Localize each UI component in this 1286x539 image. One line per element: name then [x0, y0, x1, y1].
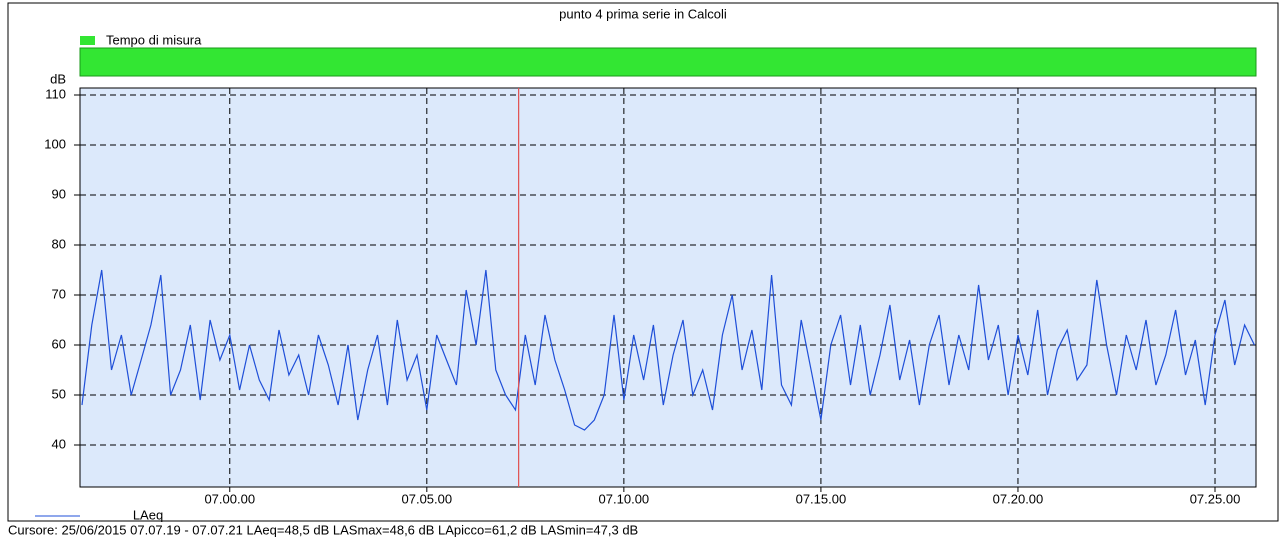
- measure-bar: [79, 47, 1257, 77]
- cursor-readout: Cursore: 25/06/2015 07.07.19 - 07.07.21 …: [8, 522, 638, 537]
- y-tick-label: 70: [52, 286, 66, 301]
- y-tick-label: 90: [52, 186, 66, 201]
- x-tick-label: 07.05.00: [402, 491, 453, 506]
- frame: [7, 2, 1279, 522]
- y-tick-label: 50: [52, 386, 66, 401]
- x-tick-label: 07.15.00: [796, 491, 847, 506]
- x-tick-label: 07.00.00: [204, 491, 255, 506]
- x-tick-label: 07.20.00: [993, 491, 1044, 506]
- x-tick-label: 07.25.00: [1190, 491, 1241, 506]
- chart-title: punto 4 prima serie in Calcoli: [559, 6, 727, 21]
- y-tick-label: 100: [44, 136, 66, 151]
- y-tick-label: 40: [52, 436, 66, 451]
- measure-legend-label: Tempo di misura: [106, 32, 202, 47]
- x-tick-label: 07.10.00: [599, 491, 650, 506]
- legend-label: LAeq: [133, 507, 163, 522]
- y-tick-label: 80: [52, 236, 66, 251]
- y-tick-label: 110: [45, 86, 66, 101]
- y-axis-label: dB: [50, 71, 66, 86]
- measure-legend-swatch: [80, 36, 95, 45]
- plot-area: [79, 87, 1257, 488]
- data-line: [81, 269, 1255, 431]
- y-tick-label: 60: [52, 336, 66, 351]
